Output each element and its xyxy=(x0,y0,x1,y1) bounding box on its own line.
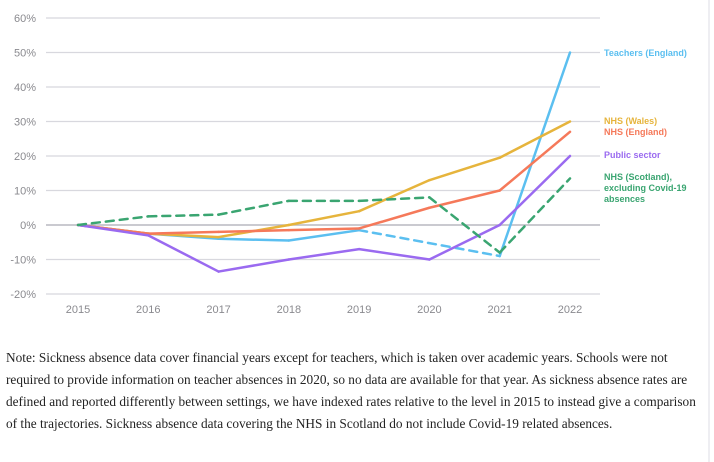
y-tick-label: 60% xyxy=(14,13,36,25)
y-tick-label: -10% xyxy=(10,255,36,267)
panel-edge xyxy=(708,0,710,462)
line-chart: -20% -10% 0% 10% 20% 30% 40% 50% 60% 2015 2016 2017… xyxy=(10,13,687,316)
y-tick-label: 50% xyxy=(14,48,36,60)
series-segment-4 xyxy=(217,199,291,216)
series-segment-4 xyxy=(428,196,501,254)
series-segment-1 xyxy=(357,178,431,213)
series-label: NHS (Scotland), xyxy=(604,172,672,182)
y-tick-label: -20% xyxy=(10,289,36,301)
series-segment-2 xyxy=(217,228,291,234)
series-segment-0 xyxy=(287,228,361,242)
series-segment-3 xyxy=(428,223,501,261)
series-label: absences xyxy=(604,194,645,204)
series-segment-1 xyxy=(287,209,361,227)
x-tick-label: 2017 xyxy=(206,304,230,316)
series-label: NHS (England) xyxy=(604,127,667,137)
series-segment-1 xyxy=(498,120,572,159)
y-tick-label: 30% xyxy=(14,117,36,129)
x-tick-label: 2018 xyxy=(277,304,301,316)
chart-note: Note: Sickness absence data cover financ… xyxy=(6,350,696,431)
series-segment-3 xyxy=(217,258,291,273)
series-segment-0 xyxy=(217,237,291,242)
series-segment-3 xyxy=(147,234,220,273)
series-label: Public sector xyxy=(604,150,661,160)
series-label: NHS (Wales) xyxy=(604,116,657,126)
series-segment-3 xyxy=(498,154,572,227)
x-tick-label: 2016 xyxy=(136,304,160,316)
y-tick-label: 0% xyxy=(20,220,36,232)
series-segment-3 xyxy=(76,223,150,237)
series-segment-2 xyxy=(147,230,220,235)
series-segment-0 xyxy=(357,228,501,258)
series-segment-2 xyxy=(287,227,361,232)
y-tick-label: 20% xyxy=(14,151,36,163)
x-tick-label: 2019 xyxy=(347,304,371,316)
series-segment-4 xyxy=(147,213,220,218)
x-tick-label: 2021 xyxy=(487,304,511,316)
x-tick-label: 2022 xyxy=(558,304,582,316)
series-segment-2 xyxy=(428,189,501,209)
x-tick-label: 2020 xyxy=(417,304,441,316)
series-segment-4 xyxy=(498,177,572,254)
series-segment-3 xyxy=(357,247,431,261)
y-tick-label: 40% xyxy=(14,82,36,94)
series-label: Teachers (England) xyxy=(604,48,687,58)
series-segment-4 xyxy=(357,196,431,203)
series-segment-1 xyxy=(428,156,501,182)
series-segment-2 xyxy=(498,130,572,192)
x-tick-label: 2015 xyxy=(66,304,90,316)
y-tick-label: 10% xyxy=(14,186,36,198)
series-segment-3 xyxy=(287,247,361,261)
series-label: excluding Covid-19 xyxy=(604,183,687,193)
series-segment-4 xyxy=(76,215,150,227)
series-segment-2 xyxy=(357,206,431,230)
series-segment-0 xyxy=(498,51,572,258)
